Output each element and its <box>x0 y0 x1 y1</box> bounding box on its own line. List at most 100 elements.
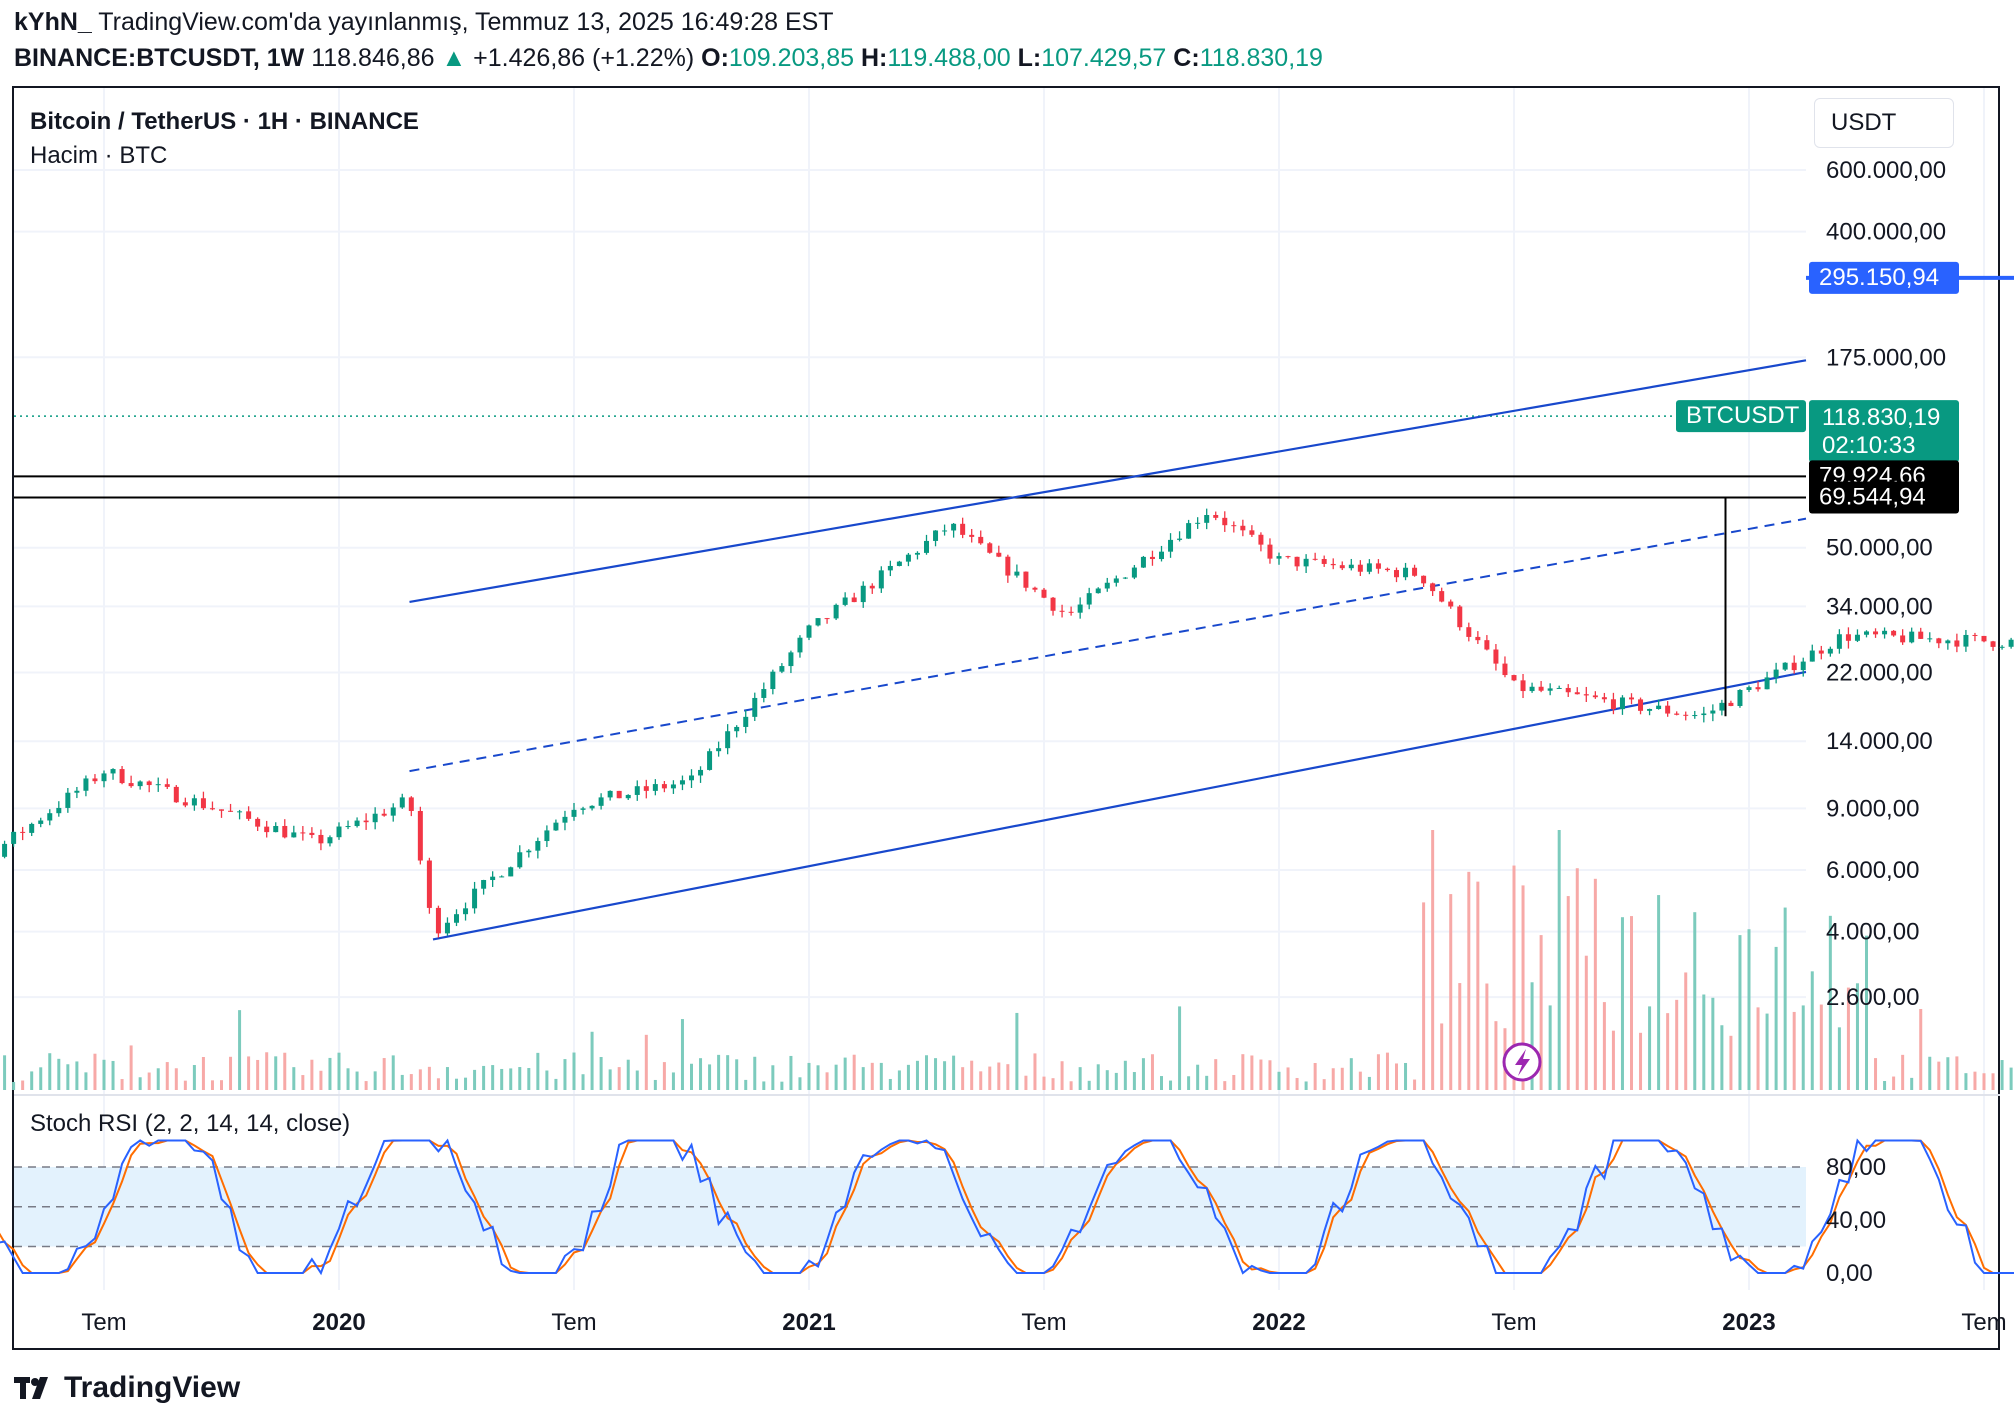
volume-bar <box>1042 1076 1046 1090</box>
candle-body <box>942 530 948 532</box>
volume-bar <box>174 1068 178 1090</box>
tradingview-logo[interactable]: TradingView <box>14 1368 240 1408</box>
candle-body <box>499 876 505 878</box>
volume-bar <box>1322 1079 1326 1090</box>
time-axis: Tem2020Tem2021Tem2022Tem2023Tem2024Tem20… <box>81 1309 2006 1336</box>
candle-body <box>463 908 469 915</box>
volume-bar <box>256 1059 260 1090</box>
price-axis: 600.000,00 400.000,00 175.000,00 50.000,00 3… <box>1826 157 1946 1287</box>
volume-bar <box>771 1065 775 1090</box>
currency-selector[interactable]: USDT <box>1814 98 1954 148</box>
candle-body <box>1412 567 1418 576</box>
volume-bar <box>229 1056 233 1090</box>
candle-body <box>1177 538 1183 540</box>
price-tick-label: 600.000,00 <box>1826 157 1946 184</box>
candle-body <box>291 832 297 838</box>
stoch-rsi-legend: Stoch RSI (2, 2, 14, 14, close) <box>30 1110 350 1137</box>
channel-upper-line <box>409 359 1807 604</box>
candle-body <box>444 922 450 934</box>
candle-body <box>698 769 704 776</box>
volume-bar <box>1738 935 1742 1090</box>
candle-body <box>74 790 80 793</box>
volume-bar <box>1711 997 1715 1090</box>
volume-bar <box>572 1052 576 1090</box>
price-tick-label: 22.000,00 <box>1826 659 1933 686</box>
volume-bar <box>581 1074 585 1090</box>
candle-body <box>237 811 243 813</box>
candle-body <box>878 570 884 589</box>
candle-body <box>1384 568 1390 571</box>
candle-body <box>408 797 414 811</box>
volume-bar <box>626 1059 630 1090</box>
volume-bar <box>1395 1063 1398 1090</box>
volume-bar <box>1205 1075 1209 1090</box>
volume-bar <box>1078 1067 1082 1090</box>
volume-bar <box>1404 1062 1408 1090</box>
candle-body <box>1240 525 1246 531</box>
candle-body <box>1592 695 1598 698</box>
candle-body <box>1041 589 1047 598</box>
volume-bar <box>111 1060 115 1090</box>
level-label-69544-bg <box>1809 481 1959 514</box>
ohlc-header: BINANCE:BTCUSDT, 1W 118.846,86 ▲ +1.426,… <box>14 44 1323 73</box>
volume-bar <box>744 1079 748 1090</box>
volume-bar <box>608 1069 612 1090</box>
volume-bar <box>1584 955 1588 1090</box>
candle-body <box>1854 634 1860 641</box>
price-tick-label: 4.000,00 <box>1826 919 1919 946</box>
candle-body <box>1014 571 1020 576</box>
volume-bar <box>1693 912 1697 1090</box>
volume-bar <box>527 1068 531 1090</box>
volume-bar <box>1539 935 1543 1090</box>
volume-bar <box>328 1057 332 1090</box>
candle-body <box>1050 597 1056 611</box>
candle-body <box>607 790 613 798</box>
volume-bar <box>979 1071 983 1090</box>
candle-body <box>1963 634 1969 647</box>
candle-body <box>1683 714 1689 716</box>
candle-body <box>517 852 523 868</box>
volume-bar <box>1991 1073 1995 1090</box>
candle-body <box>1619 697 1625 710</box>
candle-body <box>788 652 794 667</box>
candle-body <box>65 792 71 808</box>
candle-body <box>1529 686 1535 692</box>
volume-bar <box>39 1067 43 1090</box>
candle-body <box>1791 662 1797 671</box>
author-name[interactable]: kYhN_ <box>14 8 92 36</box>
volume-bar <box>536 1052 540 1090</box>
volume-bar <box>1105 1070 1109 1090</box>
candle-body <box>1601 697 1607 700</box>
candle-body <box>1665 705 1671 714</box>
candle-body <box>1845 634 1851 641</box>
replay-icon[interactable] <box>1502 1042 1542 1082</box>
time-tick-label: Tem <box>81 1309 126 1336</box>
candle-body <box>1547 688 1553 691</box>
candle-body <box>1954 640 1960 647</box>
volume-bar <box>988 1066 992 1090</box>
candle-body <box>1113 578 1119 583</box>
volume-bar <box>1060 1061 1064 1090</box>
volume-bars <box>3 830 2013 1090</box>
last-price: 118.846,86 <box>311 44 435 72</box>
candle-body <box>1140 556 1146 568</box>
candle-body <box>1484 640 1490 650</box>
candle-body <box>1104 582 1110 589</box>
volume-bar <box>545 1070 549 1090</box>
candle-body <box>1990 641 1996 647</box>
candle-body <box>426 860 432 908</box>
volume-bar <box>708 1064 712 1090</box>
volume-bar <box>1774 946 1778 1090</box>
candle-body <box>761 689 767 698</box>
chart-legend: Bitcoin / TetherUS · 1H · BINANCE Hacim … <box>30 108 419 1137</box>
candle-body <box>1900 635 1906 643</box>
price-tick-label: 14.000,00 <box>1826 728 1933 755</box>
volume-bar <box>1756 1007 1760 1090</box>
volume-bar <box>1160 1076 1163 1090</box>
volume-bar <box>1973 1071 1977 1090</box>
volume-bar <box>1702 994 1706 1090</box>
candle-body <box>454 914 459 923</box>
volume-bar <box>274 1056 278 1090</box>
price-change: +1.426,86 (+1.22%) <box>473 44 695 72</box>
